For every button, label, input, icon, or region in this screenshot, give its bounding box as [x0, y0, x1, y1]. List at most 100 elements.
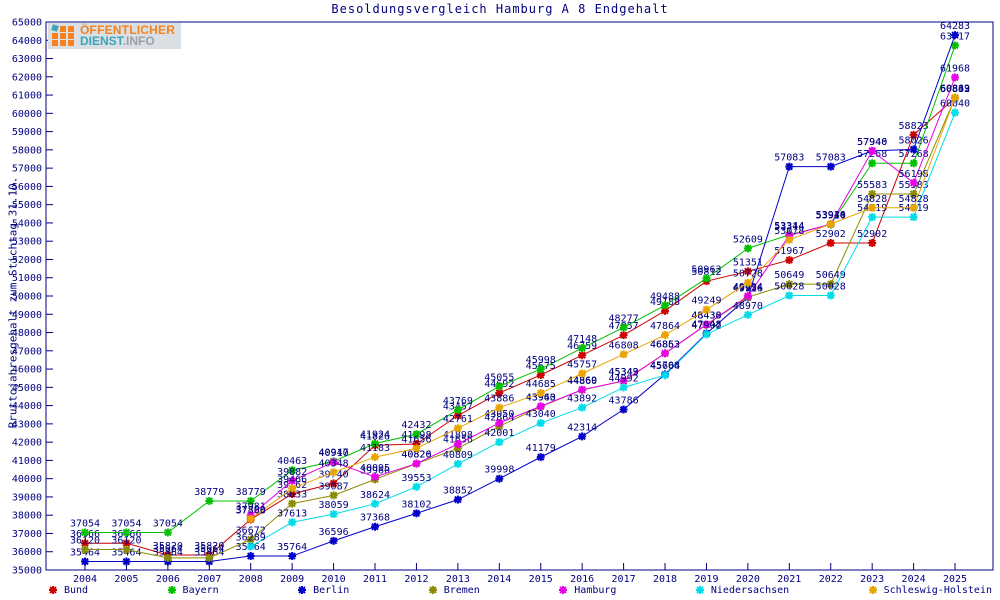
x-tick-label: 2009	[280, 574, 304, 585]
data-point-schleswig-holstein	[743, 278, 752, 287]
point-label-niedersachsen: 44992	[609, 373, 639, 384]
x-tick-label: 2020	[736, 574, 760, 585]
point-label-schleswig-holstein: 60869	[940, 83, 970, 94]
y-tick-label: 60000	[12, 109, 42, 120]
data-point-niedersachsen	[661, 371, 670, 380]
x-tick-label: 2007	[197, 574, 221, 585]
x-tick-label: 2010	[322, 574, 346, 585]
logo-line2: DIENST.INFO	[80, 34, 155, 48]
point-label-bayern: 38779	[236, 487, 266, 498]
data-point-bayern	[205, 496, 214, 505]
data-point-niedersachsen	[246, 542, 255, 551]
legend-label: Niedersachsen	[710, 584, 790, 596]
point-label-bayern: 37054	[111, 518, 141, 529]
point-label-bayern: 48277	[609, 313, 639, 324]
point-label-berlin: 37368	[360, 513, 390, 524]
series-berlin: 35464 35464 35464 35464 35764 357643659637368…	[70, 21, 970, 566]
point-label-bayern: 49488	[650, 291, 680, 302]
point-label-bremen: 46852	[650, 340, 680, 351]
data-point-hamburg	[702, 320, 711, 329]
data-point-bayern	[661, 301, 670, 310]
data-point-niedersachsen	[619, 383, 628, 392]
y-tick-label: 48000	[12, 328, 42, 339]
point-label-schleswig-holstein: 45757	[567, 360, 597, 371]
point-label-niedersachsen: 43892	[567, 394, 597, 405]
data-point-hamburg	[951, 73, 960, 82]
legend-item-berlin: Berlin	[295, 584, 349, 596]
data-point-bund	[868, 238, 877, 247]
data-point-bremen	[909, 190, 918, 199]
y-tick-label: 45000	[12, 383, 42, 394]
point-label-bund: 51967	[774, 246, 804, 257]
y-tick-label: 59000	[12, 127, 42, 138]
data-point-berlin	[578, 432, 587, 441]
data-point-bremen	[453, 444, 462, 453]
point-label-berlin: 57083	[816, 153, 846, 164]
data-point-niedersachsen	[785, 291, 794, 300]
point-label-bremen: 45343	[609, 367, 639, 378]
data-point-hamburg	[453, 439, 462, 448]
data-point-berlin	[246, 552, 255, 561]
point-label-bayern: 43769	[443, 396, 473, 407]
y-tick-label: 38000	[12, 511, 42, 522]
point-label-hamburg: 53314	[774, 221, 804, 232]
point-label-berlin: 35464	[153, 548, 183, 559]
data-point-bund	[329, 479, 338, 488]
point-label-schleswig-holstein: 47864	[650, 321, 680, 332]
point-label-hamburg: 46863	[650, 339, 680, 350]
data-point-bund	[536, 371, 545, 380]
point-label-bremen: 39087	[319, 481, 349, 492]
point-label-schleswig-holstein: 44685	[526, 379, 556, 390]
point-label-bayern: 40463	[277, 456, 307, 467]
point-label-niedersachsen: 43040	[526, 409, 556, 420]
series-line-berlin	[85, 34, 956, 563]
data-point-hamburg	[909, 178, 918, 187]
point-label-berlin: 35764	[277, 542, 307, 553]
point-label-hamburg: 53934	[816, 210, 846, 221]
point-label-niedersachsen: 40809	[443, 450, 473, 461]
point-label-bremen: 44860	[567, 376, 597, 387]
point-label-niedersachsen: 39553	[401, 473, 431, 484]
data-point-niedersachsen	[951, 108, 960, 117]
legend-marker-icon	[167, 586, 176, 594]
data-point-schleswig-holstein	[288, 484, 297, 493]
point-label-schleswig-holstein: 37800	[236, 505, 266, 516]
logo-line1: ÖFFENTLICHER	[80, 23, 176, 37]
y-tick-label: 51000	[12, 273, 42, 284]
legend-label: Schleswig-Holstein	[883, 584, 992, 596]
data-point-schleswig-holstein	[619, 350, 628, 359]
point-label-hamburg: 44869	[567, 376, 597, 387]
legend-label: Bremen	[443, 584, 480, 596]
point-label-hamburg: 39882	[277, 467, 307, 478]
point-label-berlin: 58026	[899, 135, 929, 146]
data-point-bremen	[329, 491, 338, 500]
data-point-schleswig-holstein	[329, 468, 338, 477]
point-label-bayern: 50963	[691, 264, 721, 275]
point-label-bayern: 53344	[774, 221, 804, 232]
data-point-bund	[495, 388, 504, 397]
data-point-bund	[826, 238, 835, 247]
point-label-bayern: 40947	[319, 447, 349, 458]
legend-marker-icon	[428, 586, 437, 594]
data-point-niedersachsen	[288, 518, 297, 527]
point-label-bund: 60842	[940, 84, 970, 95]
legend-marker-icon	[868, 586, 877, 594]
legend-item-niedersachsen: Niedersachsen	[693, 584, 789, 596]
data-point-berlin	[371, 522, 380, 531]
data-point-berlin	[288, 552, 297, 561]
point-label-hamburg: 56198	[899, 169, 929, 180]
point-label-niedersachsen: 38624	[360, 490, 390, 501]
data-point-berlin	[785, 162, 794, 171]
point-label-hamburg: 48438	[691, 311, 721, 322]
data-point-bayern	[453, 405, 462, 414]
y-tick-label: 56000	[12, 182, 42, 193]
y-tick-label: 44000	[12, 401, 42, 412]
data-point-schleswig-holstein	[826, 220, 835, 229]
series-line-bremen	[85, 97, 956, 559]
y-tick-label: 52000	[12, 255, 42, 266]
point-label-niedersachsen: 36289	[236, 532, 266, 543]
point-label-bayern: 52609	[733, 234, 763, 245]
y-tick-label: 54000	[12, 218, 42, 229]
series-line-niedersachsen	[250, 112, 956, 547]
data-point-niedersachsen	[702, 330, 711, 339]
